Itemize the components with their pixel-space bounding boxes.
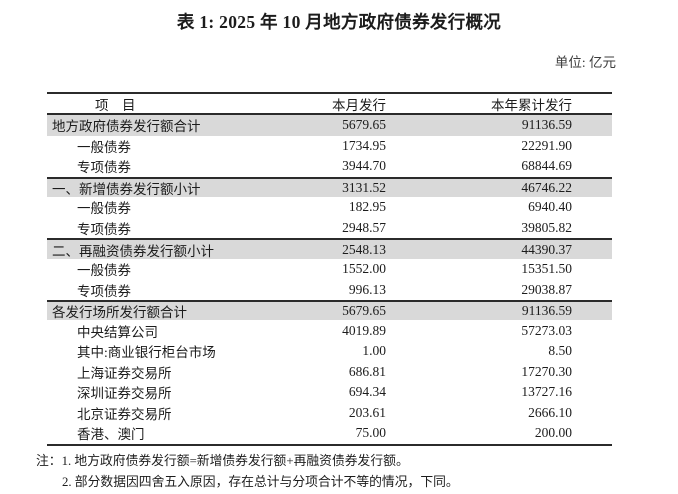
row-ytd-value: 2666.10 bbox=[528, 404, 572, 420]
row-label: 香港、澳门 bbox=[77, 427, 145, 443]
bond-issuance-table: 项 目 本月发行 本年累计发行 地方政府债券发行额合计 5679.65 91136.… bbox=[47, 92, 612, 446]
table-row: 北京证券交易所 203.61 2666.10 bbox=[47, 403, 612, 424]
table-row: 一、新增债券发行额小计 3131.52 46746.22 bbox=[47, 176, 612, 198]
row-label: 北京证券交易所 bbox=[77, 406, 172, 422]
table-row: 其中:商业银行柜台市场 1.00 8.50 bbox=[47, 341, 612, 362]
table-title: 表 1: 2025 年 10 月地方政府债券发行概况 bbox=[176, 12, 502, 32]
table-row: 中央结算公司 4019.89 57273.03 bbox=[47, 320, 612, 341]
row-month-value: 1734.95 bbox=[342, 137, 386, 153]
table-row: 专项债券 996.13 29038.87 bbox=[47, 279, 612, 300]
row-ytd-value: 91136.59 bbox=[521, 303, 572, 319]
table-body: 地方政府债券发行额合计 5679.65 91136.59 一般债券 1734.95 222… bbox=[47, 115, 612, 444]
row-ytd-value: 22291.90 bbox=[521, 137, 572, 153]
table-row: 专项债券 2948.57 39805.82 bbox=[47, 218, 612, 239]
table-row: 二、再融资债券发行额小计 2548.13 44390.37 bbox=[47, 238, 612, 259]
table-row: 一般债券 1552.00 15351.50 bbox=[47, 259, 612, 280]
row-label: 深圳证券交易所 bbox=[77, 386, 172, 402]
row-label: 各发行场所发行额合计 bbox=[52, 305, 187, 321]
table-row: 一般债券 1734.95 22291.90 bbox=[47, 136, 612, 157]
note-item-2: 2. 部分数据因四舍五入原因，存在总计与分项合计不等的情况，下同。 bbox=[62, 474, 459, 489]
note-line-2: 2. 部分数据因四舍五入原因，存在总计与分项合计不等的情况，下同。 bbox=[36, 472, 459, 493]
row-label: 一、新增债券发行额小计 bbox=[52, 181, 201, 197]
notes-prefix: 注： bbox=[36, 454, 62, 468]
row-month-value: 4019.89 bbox=[342, 322, 386, 338]
table-row: 一般债券 182.95 6940.40 bbox=[47, 197, 612, 218]
row-label: 一般债券 bbox=[77, 139, 131, 155]
row-label: 一般债券 bbox=[77, 201, 131, 217]
table-row: 深圳证券交易所 694.34 13727.16 bbox=[47, 382, 612, 403]
row-ytd-value: 13727.16 bbox=[521, 384, 572, 400]
row-label: 其中:商业银行柜台市场 bbox=[77, 345, 216, 361]
row-ytd-value: 91136.59 bbox=[521, 117, 572, 133]
row-month-value: 1.00 bbox=[362, 343, 386, 359]
row-label: 专项债券 bbox=[77, 222, 131, 237]
row-ytd-value: 8.50 bbox=[548, 343, 572, 359]
row-month-value: 75.00 bbox=[355, 425, 386, 441]
table-row: 专项债券 3944.70 68844.69 bbox=[47, 156, 612, 177]
col-header-ytd-issuance: 本年累计发行 bbox=[491, 97, 572, 113]
row-ytd-value: 200.00 bbox=[534, 425, 572, 441]
row-label: 中央结算公司 bbox=[77, 324, 158, 340]
row-month-value: 3131.52 bbox=[342, 179, 386, 195]
row-ytd-value: 17270.30 bbox=[521, 363, 572, 379]
row-month-value: 182.95 bbox=[348, 199, 386, 215]
table-row: 地方政府债券发行额合计 5679.65 91136.59 bbox=[47, 115, 612, 136]
row-month-value: 5679.65 bbox=[342, 303, 386, 319]
row-month-value: 3944.70 bbox=[342, 158, 386, 174]
row-month-value: 2948.57 bbox=[342, 220, 386, 235]
note-item-1: 1. 地方政府债券发行额=新增债券发行额+再融资债券发行额。 bbox=[61, 454, 409, 468]
col-header-item: 项 目 bbox=[95, 97, 136, 113]
row-ytd-value: 68844.69 bbox=[521, 158, 572, 174]
row-month-value: 1552.00 bbox=[342, 261, 386, 277]
row-month-value: 686.81 bbox=[348, 363, 386, 379]
row-ytd-value: 29038.87 bbox=[521, 281, 572, 297]
table-row: 上海证券交易所 686.81 17270.30 bbox=[47, 362, 612, 383]
row-ytd-value: 39805.82 bbox=[521, 220, 572, 235]
row-label: 专项债券 bbox=[77, 283, 131, 299]
unit-label: 单位: 亿元 bbox=[554, 55, 616, 70]
row-label: 二、再融资债券发行额小计 bbox=[52, 243, 214, 259]
table-row: 各发行场所发行额合计 5679.65 91136.59 bbox=[47, 299, 612, 321]
row-label: 地方政府债券发行额合计 bbox=[52, 119, 201, 135]
table-row: 香港、澳门 75.00 200.00 bbox=[47, 423, 612, 444]
row-label: 一般债券 bbox=[77, 263, 131, 279]
note-line-1: 注：1. 地方政府债券发行额=新增债券发行额+再融资债券发行额。 bbox=[36, 451, 459, 472]
row-ytd-value: 57273.03 bbox=[521, 322, 572, 338]
col-header-month-issuance: 本月发行 bbox=[332, 97, 386, 113]
row-month-value: 5679.65 bbox=[342, 117, 386, 133]
row-ytd-value: 44390.37 bbox=[521, 241, 572, 257]
row-ytd-value: 6940.40 bbox=[528, 199, 572, 215]
row-label: 专项债券 bbox=[77, 160, 131, 176]
row-month-value: 694.34 bbox=[348, 384, 386, 400]
row-ytd-value: 46746.22 bbox=[521, 179, 572, 195]
table-header-row: 项 目 本月发行 本年累计发行 bbox=[47, 94, 612, 115]
row-month-value: 996.13 bbox=[348, 281, 386, 297]
row-month-value: 2548.13 bbox=[342, 241, 386, 257]
row-ytd-value: 15351.50 bbox=[521, 261, 572, 277]
table-notes: 注：1. 地方政府债券发行额=新增债券发行额+再融资债券发行额。 2. 部分数据… bbox=[36, 451, 459, 492]
row-label: 上海证券交易所 bbox=[77, 365, 172, 381]
row-month-value: 203.61 bbox=[348, 404, 386, 420]
